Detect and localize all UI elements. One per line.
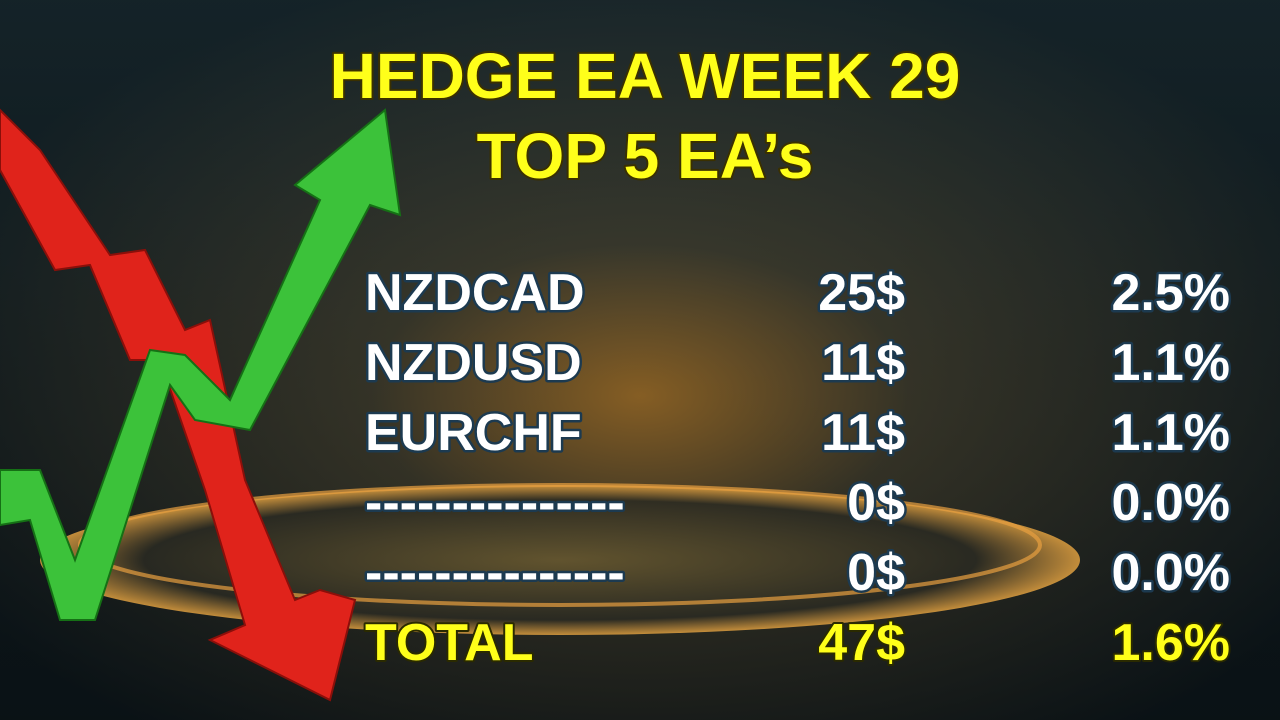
pair-name: EURCHF: [365, 404, 582, 462]
subtitle: TOP 5 EA’s: [477, 120, 814, 192]
pair-name: ---------------: [365, 474, 625, 532]
profit: 25$: [818, 264, 905, 322]
total-percent: 1.6%: [1111, 614, 1230, 672]
percent: 0.0%: [1111, 474, 1230, 532]
table: NZDCAD 25$ 2.5% NZDUSD 11$ 1.1% EURCHF 11$ 1.1% -…: [363, 262, 1233, 675]
profit: 11$: [821, 334, 905, 392]
pair-name: NZDCAD: [365, 264, 585, 322]
percent: 1.1%: [1111, 404, 1230, 462]
percent: 2.5%: [1111, 264, 1230, 322]
profit: 0$: [847, 474, 905, 532]
profit: 11$: [821, 404, 905, 462]
total-pair-name: TOTAL: [365, 614, 534, 672]
percent: 0.0%: [1111, 544, 1230, 602]
pair-name: NZDUSD: [365, 334, 582, 392]
down-arrow: [0, 108, 357, 702]
title: HEDGE EA WEEK 29: [330, 40, 961, 112]
percent: 1.1%: [1111, 334, 1230, 392]
pair-name: ---------------: [365, 544, 625, 602]
up-arrow: [0, 108, 402, 621]
total-profit: 47$: [818, 614, 905, 672]
profit: 0$: [847, 544, 905, 602]
